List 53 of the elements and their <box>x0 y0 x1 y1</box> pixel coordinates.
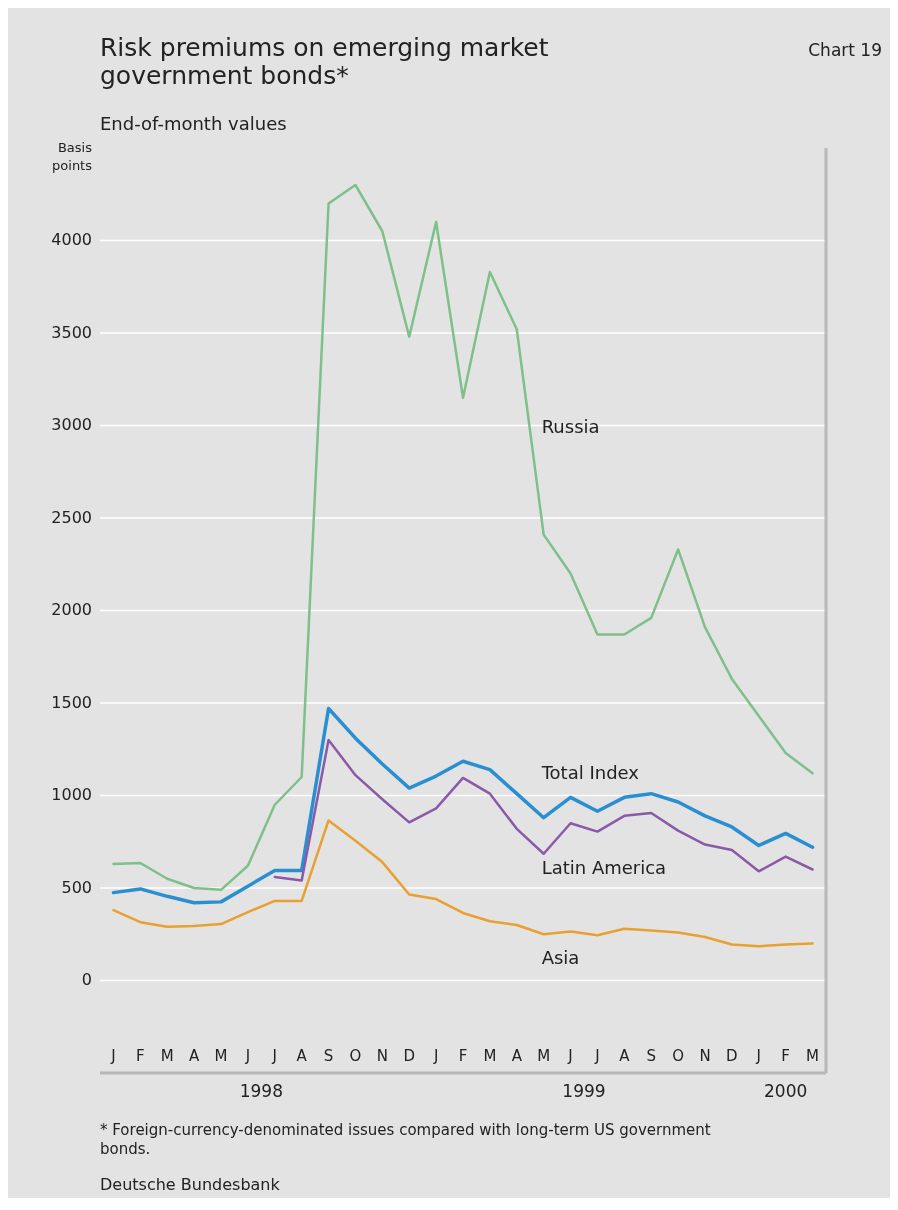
x-tick-label: S <box>323 1047 334 1065</box>
x-tick-label: O <box>672 1047 685 1065</box>
x-tick-label: F <box>136 1047 145 1065</box>
text: 1999 <box>562 1081 606 1101</box>
line-series <box>112 183 814 892</box>
line-series <box>273 738 814 882</box>
x-tick-label: A <box>619 1047 631 1065</box>
y-tick-label: 1000 <box>51 785 92 804</box>
text: 2000 <box>764 1081 808 1101</box>
x-tick-label: D <box>403 1047 415 1065</box>
chart-title: Risk premiums on emerging market government bonds* <box>100 33 549 90</box>
series-label: Latin America <box>541 857 667 879</box>
text: Deutsche Bundesbank <box>100 1175 281 1194</box>
y-tick-label: 2000 <box>51 600 92 619</box>
x-tick-label: J <box>594 1047 600 1065</box>
x-tick-label: M <box>537 1047 551 1065</box>
x-tick-label: M <box>160 1047 174 1065</box>
y-tick-label: 2500 <box>51 507 92 527</box>
series-label: Russia <box>541 415 600 437</box>
series-label: Asia <box>541 947 580 969</box>
y-tick-label: 4000 <box>51 230 92 249</box>
text: * Foreign-currency-denominated issues compared with long-term US government bonds. <box>100 1121 711 1158</box>
x-tick-label: O <box>349 1047 362 1065</box>
x-tick-label: S <box>646 1047 656 1065</box>
x-tick-label: A <box>296 1047 308 1065</box>
line-series <box>111 706 815 905</box>
y-tick-label: 3500 <box>51 322 92 342</box>
x-tick-label: F <box>781 1047 790 1065</box>
series-label: Total Index <box>540 762 640 784</box>
x-tick-label: M <box>214 1047 228 1065</box>
y-tick-label: 1500 <box>51 692 92 712</box>
x-tick-label: J <box>432 1047 439 1065</box>
line-series <box>112 819 814 948</box>
x-tick-label: J <box>755 1047 761 1065</box>
x-tick-label: M <box>806 1047 820 1065</box>
x-tick-label: A <box>511 1047 523 1065</box>
y-axis-title: Basis points <box>52 140 93 173</box>
y-tick-label: 500 <box>61 877 92 897</box>
x-tick-label: J <box>110 1047 116 1065</box>
y-tick-label: 0 <box>81 970 92 989</box>
y-tick-label: 3000 <box>51 415 92 434</box>
x-tick-label: N <box>376 1047 388 1065</box>
chart-subtitle: End-of-month values <box>100 113 287 134</box>
x-tick-label: D <box>726 1047 738 1065</box>
x-tick-label: F <box>458 1047 468 1065</box>
x-tick-label: J <box>567 1047 573 1065</box>
caption: Chart 19 <box>808 40 882 60</box>
x-tick-label: M <box>483 1047 497 1065</box>
x-tick-label: N <box>699 1047 711 1065</box>
x-tick-label: A <box>188 1047 200 1065</box>
x-tick-label: J <box>271 1047 277 1065</box>
x-tick-label: J <box>244 1047 251 1065</box>
text: 1998 <box>239 1081 283 1101</box>
